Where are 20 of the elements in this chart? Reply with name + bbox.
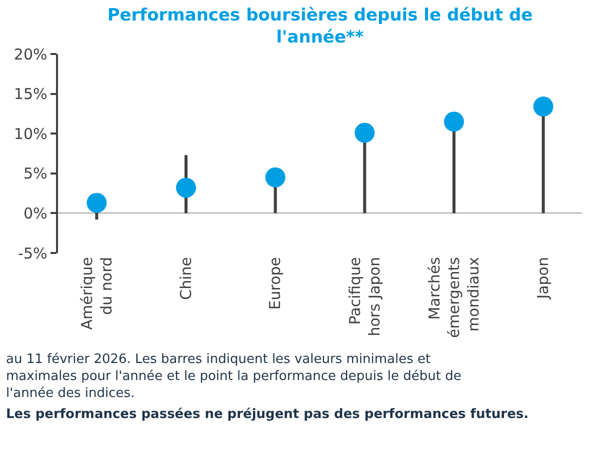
y-tick-label: 15% [14,85,48,104]
x-tick-label: Pacifique hors Japon [346,257,384,336]
x-tick-label: Chine [176,257,195,300]
x-tick-label: Europe [266,257,284,310]
chart-title: Performances boursières depuis le début de l'année** [107,5,533,48]
y-tick-label: -5% [18,244,48,262]
y-tick-label: 0% [23,204,48,222]
text: Les performances passées ne préjugent pas des performances futures. [6,407,529,422]
point [176,178,196,198]
point [265,167,286,188]
point [533,96,554,117]
y-tick-label: 10% [14,124,48,143]
x-tick-label: Japon [534,257,552,300]
point [354,122,375,143]
point [444,112,464,132]
y-tick-label: 5% [23,164,48,183]
point [86,192,107,213]
x-tick-label: Amérique du nord [78,257,116,330]
text: au 11 février 2026. Les barres indiquent les valeurs minimales et maximales pour l'année et le point la performance depuis le début de l'année des indices. [6,352,462,401]
y-tick-label: 20% [14,45,48,64]
